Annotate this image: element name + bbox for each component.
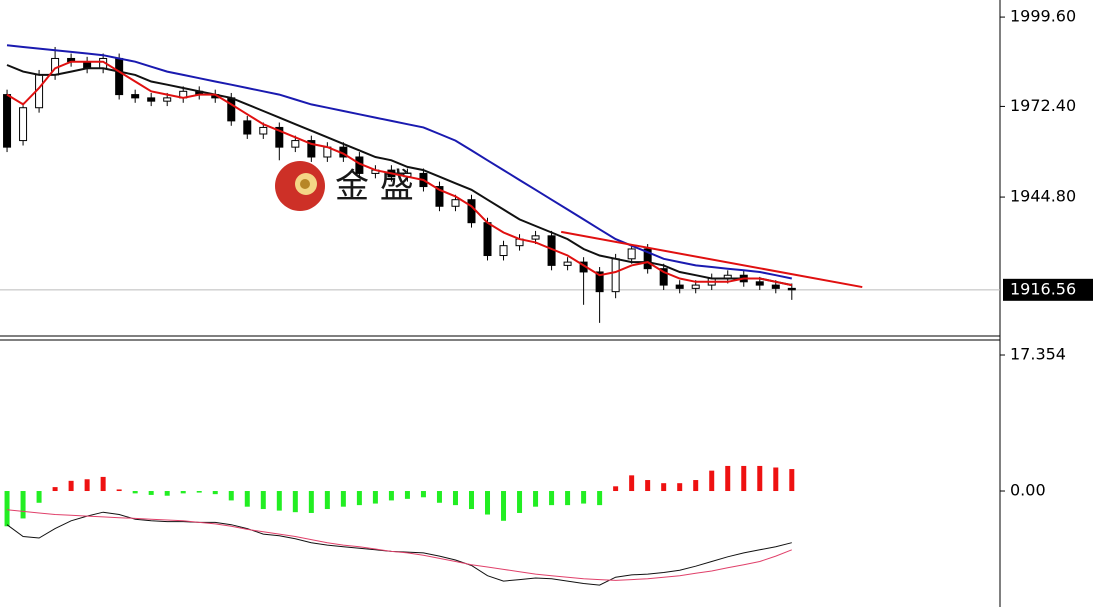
candle-body (291, 140, 300, 148)
candle-body (611, 258, 620, 293)
candle-body (243, 120, 252, 135)
histogram-bar (148, 491, 154, 495)
trend-line (560, 230, 863, 289)
candle-body (643, 248, 652, 270)
histogram-bar (661, 483, 667, 492)
watermark: 金 盛 (275, 161, 414, 211)
histogram-bar (533, 491, 539, 507)
histogram-bar (789, 469, 795, 492)
histogram-bar (4, 491, 10, 527)
histogram-bar (100, 476, 106, 492)
histogram-bar (773, 467, 779, 492)
candle-body (3, 94, 12, 148)
histogram-bar (693, 480, 699, 492)
candle-body (755, 281, 764, 286)
candle-body (451, 199, 460, 207)
candle-body (259, 126, 268, 135)
candle-body (227, 97, 236, 122)
histogram-bar (581, 491, 587, 504)
candle-body (659, 268, 668, 286)
histogram-bar (276, 491, 282, 511)
histogram-bar (565, 491, 571, 506)
histogram-bar (196, 491, 202, 493)
histogram-bar (501, 491, 507, 521)
y-tick-label: 1999.60 (1010, 7, 1076, 26)
candle-body (787, 287, 796, 291)
candle-body (275, 126, 284, 148)
last-price-box (1003, 278, 1093, 301)
histogram-bar (212, 491, 218, 495)
histogram-bar (244, 491, 250, 507)
histogram-bar (709, 470, 715, 492)
histogram-bar (180, 491, 186, 494)
histogram-bar (549, 491, 555, 506)
histogram-bar (372, 491, 378, 504)
histogram-bar (613, 486, 619, 492)
candle-body (675, 284, 684, 289)
histogram-bar (340, 491, 346, 507)
y-tick-label: 1972.40 (1010, 96, 1076, 115)
candle-body (163, 97, 172, 102)
indicator-line (6, 509, 792, 581)
histogram-bar (436, 491, 442, 503)
histogram-bar (52, 487, 58, 492)
y-tick-label: 17.354 (1010, 345, 1066, 364)
candle-body (435, 186, 444, 207)
candle-body (531, 235, 540, 240)
candle-body (307, 140, 316, 158)
indicator-line (6, 60, 793, 287)
histogram-bar (388, 491, 394, 501)
histogram-bar (164, 491, 170, 496)
candle-body (115, 57, 124, 96)
indicator-line (6, 44, 793, 280)
candle-body (771, 284, 780, 289)
histogram-bar (356, 491, 362, 506)
y-tick-label: 1944.80 (1010, 187, 1076, 206)
histogram-bar (132, 491, 138, 494)
histogram-bar (324, 491, 330, 510)
histogram-bar (725, 465, 731, 492)
candle-body (147, 97, 156, 102)
indicator-line (6, 64, 793, 287)
candle-body (595, 271, 604, 293)
candle-body (499, 245, 508, 257)
candle-body (19, 107, 28, 142)
histogram-bar (677, 483, 683, 492)
candle-body (691, 284, 700, 289)
histogram-bar (228, 491, 234, 501)
candle-body (563, 261, 572, 266)
histogram-bar (629, 475, 635, 492)
histogram-bar (468, 491, 474, 510)
histogram-bar (452, 491, 458, 506)
y-tick-label: 0.00 (1010, 481, 1046, 500)
histogram-bar (420, 491, 426, 498)
histogram-bar (36, 491, 42, 503)
histogram-bar (485, 491, 491, 515)
histogram-bar (292, 491, 298, 513)
histogram-bar (645, 480, 651, 492)
candle-body (131, 94, 140, 99)
histogram-bar (68, 480, 74, 492)
histogram-bar (597, 491, 603, 506)
logo (300, 179, 310, 189)
histogram-bar (20, 491, 26, 519)
histogram-bar (84, 479, 90, 492)
histogram-bar (517, 491, 523, 513)
last-price-label: 1916.56 (1010, 279, 1076, 298)
candle-body (467, 199, 476, 224)
histogram-bar (404, 491, 410, 499)
candle-body (483, 222, 492, 257)
histogram-bar (741, 465, 747, 492)
histogram-bar (757, 465, 763, 492)
candle-body (627, 248, 636, 260)
histogram-bar (260, 491, 266, 510)
histogram-bar (116, 489, 122, 492)
histogram-bar (308, 491, 314, 513)
